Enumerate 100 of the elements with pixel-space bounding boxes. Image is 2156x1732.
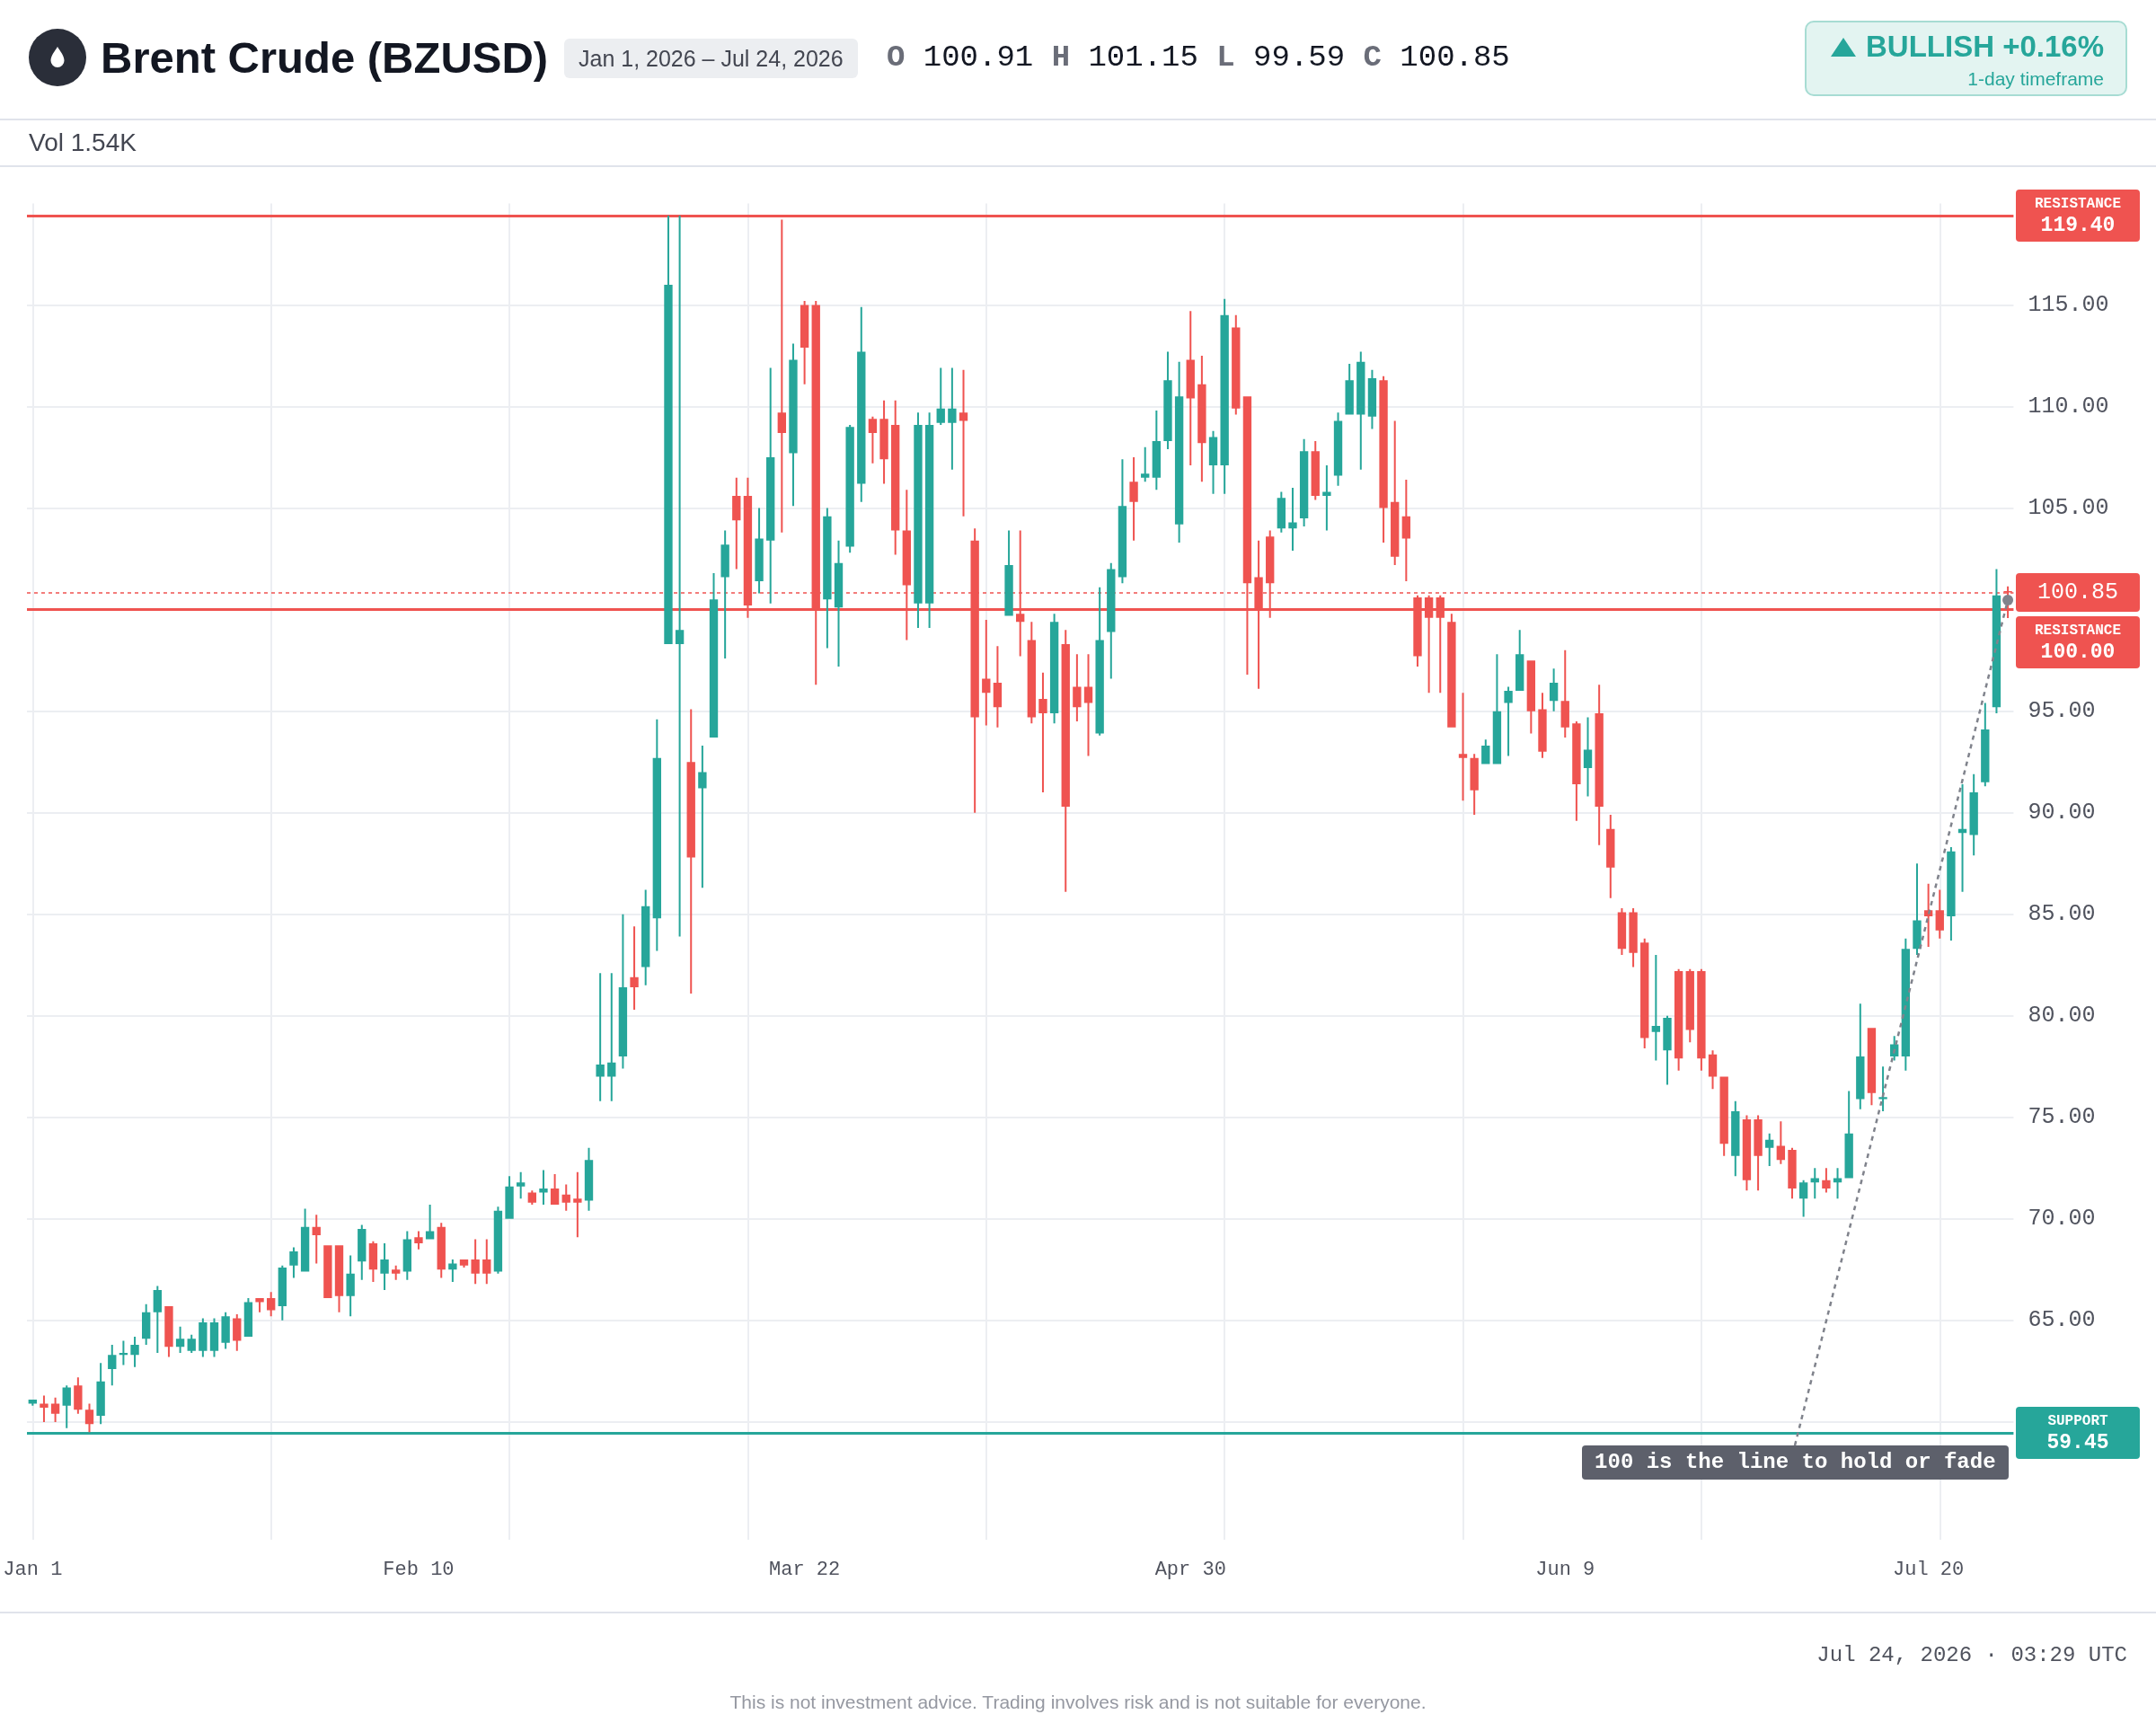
candlestick [1322, 465, 1331, 531]
x-tick-label: Feb 10 [383, 1558, 455, 1581]
candlestick [550, 1174, 560, 1205]
text: Vol 1.54K [29, 128, 137, 158]
candlestick [1061, 630, 1070, 892]
candlestick [1947, 847, 1956, 941]
candlestick [618, 914, 628, 1069]
candlestick [334, 1245, 344, 1312]
candlestick [1458, 693, 1468, 801]
candlestick [1606, 814, 1615, 898]
candlestick [1629, 907, 1638, 968]
candlestick [1583, 717, 1593, 797]
candlestick [891, 400, 900, 555]
candlestick [982, 619, 991, 726]
candlestick [1651, 954, 1661, 1061]
candlestick [130, 1336, 139, 1367]
candlestick [800, 301, 809, 384]
candlestick [1333, 412, 1343, 486]
candlestick [755, 508, 764, 594]
candlestick [1208, 430, 1218, 494]
candlestick [153, 1286, 162, 1354]
candlestick [517, 1171, 526, 1199]
candlestick [1049, 614, 1059, 724]
candlestick [1981, 703, 1990, 787]
candlestick [289, 1247, 298, 1278]
candlestick [221, 1312, 230, 1349]
candlestick [1788, 1147, 1797, 1199]
candlestick [1288, 487, 1297, 552]
candlestick [527, 1190, 536, 1205]
candlestick [1549, 668, 1559, 711]
candlestick [1538, 693, 1547, 758]
candlestick [948, 367, 957, 470]
candlestick [720, 530, 729, 658]
candlestick [879, 400, 888, 484]
candlestick [1742, 1115, 1752, 1191]
candlestick [777, 219, 787, 533]
candlestick [368, 1241, 378, 1282]
candlestick [766, 367, 775, 604]
candlestick [243, 1297, 253, 1337]
candlestick [1674, 968, 1683, 1071]
candlestick [641, 889, 650, 985]
candlestick [924, 412, 934, 628]
candlestick [1572, 720, 1581, 821]
candlestick [392, 1265, 401, 1280]
candlestick [1367, 369, 1377, 429]
candlestick [1197, 356, 1206, 482]
candlestick [1798, 1180, 1808, 1217]
candlestick [346, 1255, 355, 1317]
candlestick [323, 1245, 332, 1298]
candlestick [1220, 298, 1229, 494]
y-tick-label: 95.00 [2028, 698, 2096, 725]
ref-line-label: RESISTANCE 100.00 [2034, 621, 2122, 665]
candlestick [1129, 457, 1138, 541]
candlestick [1878, 1066, 1887, 1112]
candlestick [1969, 773, 1978, 856]
candlestick [119, 1340, 128, 1365]
candlestick [732, 477, 741, 570]
candlestick [300, 1208, 310, 1272]
candlestick [845, 424, 854, 553]
candlestick [459, 1259, 469, 1268]
candlestick [1765, 1133, 1774, 1167]
candlestick [1356, 351, 1365, 470]
x-tick-label: Jun 9 [1535, 1558, 1595, 1581]
candlestick [868, 416, 878, 464]
candlestick [1856, 1003, 1865, 1109]
candlestick [1640, 938, 1649, 1048]
candlestick [596, 973, 605, 1101]
candlestick [1992, 569, 2001, 713]
candlestick [28, 1400, 37, 1406]
candlestick [1004, 530, 1013, 616]
candlestick [1118, 459, 1127, 584]
candlestick [493, 1206, 503, 1274]
chart-title: Brent Crude (BZUSD) [101, 32, 549, 84]
candlestick [142, 1303, 151, 1345]
candlestick [425, 1204, 435, 1240]
x-tick-label: Apr 30 [1154, 1558, 1226, 1581]
candlestick [1708, 1050, 1718, 1090]
candlestick [50, 1397, 60, 1422]
ref-line-label: SUPPORT 59.45 [2046, 1412, 2110, 1456]
candlestick [1776, 1121, 1786, 1164]
candlestick [1844, 1091, 1853, 1179]
candlestick [709, 572, 719, 738]
candlestick [1379, 376, 1388, 543]
y-tick-label: 110.00 [2028, 393, 2109, 420]
candlestick [199, 1318, 208, 1357]
candlestick [108, 1344, 117, 1386]
candlestick [652, 719, 662, 951]
candlestick [448, 1259, 457, 1282]
candlestick [1492, 654, 1502, 764]
candlestick [1822, 1168, 1831, 1193]
text: Jul 24, 2026 · 03:29 UTC [1816, 1642, 2127, 1669]
candlestick [358, 1224, 367, 1280]
candlestick [686, 709, 695, 994]
candlestick [209, 1318, 219, 1357]
candlestick [437, 1223, 446, 1278]
candlestick [664, 216, 673, 645]
candlestick [74, 1377, 83, 1414]
candlestick [1311, 440, 1320, 500]
annotation: 100 is the line to hold or fade [1582, 1445, 2009, 1480]
candlestick [40, 1395, 49, 1422]
